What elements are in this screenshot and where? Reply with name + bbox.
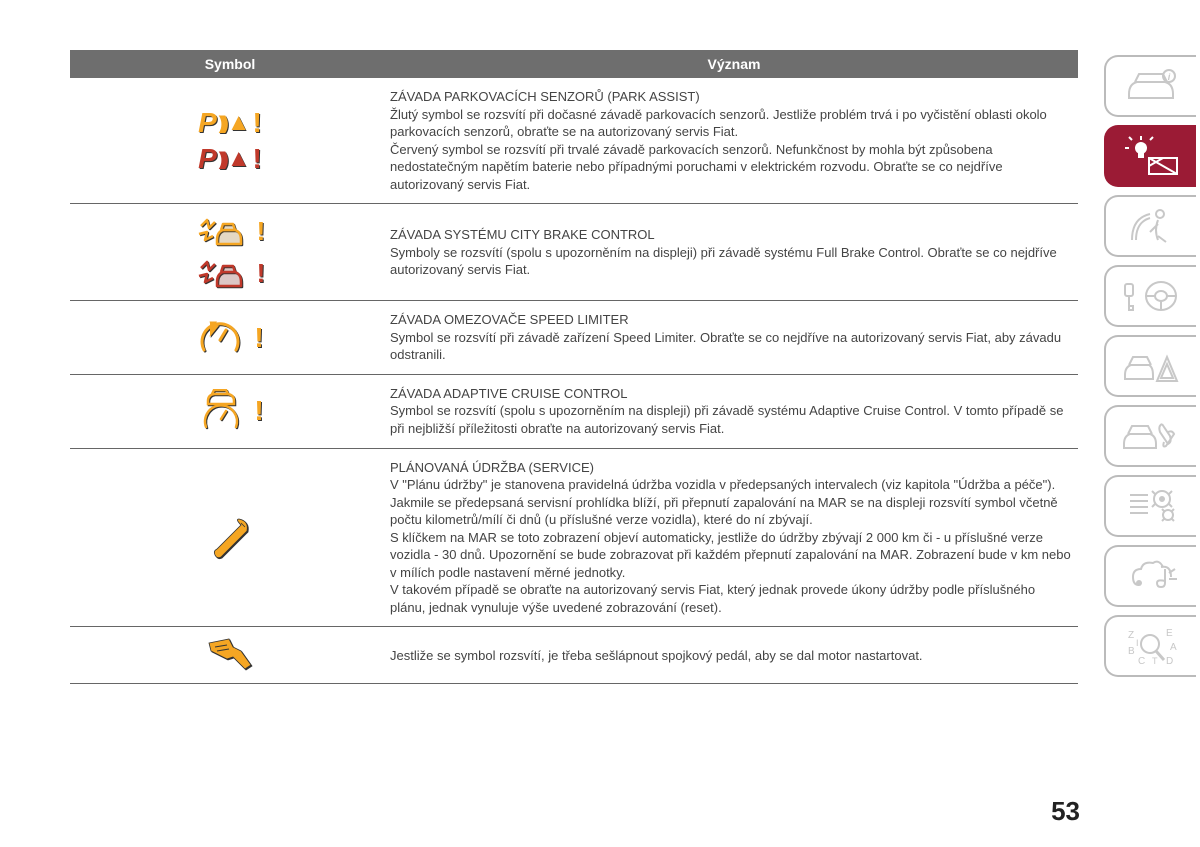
row-body: Symbol se rozsvítí (spolu s upozorněním … (390, 402, 1072, 437)
row-body: Žlutý symbol se rozsvítí při dočasné záv… (390, 106, 1072, 194)
row-title: ZÁVADA ADAPTIVE CRUISE CONTROL (390, 385, 1072, 403)
page-container: Symbol Význam P)))▲! P)))▲! ZÁVADA PARKO… (0, 0, 1200, 847)
table-row: PLÁNOVANÁ ÚDRŽBA (SERVICE)V "Plánu údržb… (70, 448, 1078, 627)
park-assist-icon: P)))▲! (198, 145, 262, 173)
symbol-cell: P)))▲! P)))▲! (70, 78, 390, 204)
sidebar-tabs: i (1098, 0, 1200, 847)
park-assist-icon: P)))▲! (198, 109, 262, 137)
specs-icon (1122, 485, 1180, 527)
tab-technical-data[interactable] (1104, 475, 1196, 537)
collision-icon: ! (195, 214, 266, 248)
svg-text:i: i (1168, 72, 1171, 82)
tab-warning-lights[interactable] (1104, 125, 1196, 187)
symbol-cell: ! ! (70, 204, 390, 301)
page-number: 53 (1051, 796, 1080, 827)
svg-text:D: D (1166, 656, 1173, 667)
table-row: ! ! ZÁVADA SYSTÉMU CITY BRAKE CONTROLSym… (70, 204, 1078, 301)
row-body: Symboly se rozsvítí (spolu s upozorněním… (390, 244, 1072, 279)
svg-text:T: T (1152, 656, 1158, 666)
multimedia-icon (1123, 555, 1179, 597)
table-header-row: Symbol Význam (70, 50, 1078, 78)
tab-vehicle-info[interactable]: i (1104, 55, 1196, 117)
tab-maintenance[interactable] (1104, 405, 1196, 467)
car-info-icon: i (1121, 66, 1181, 106)
meaning-cell: Jestliže se symbol rozsvítí, je třeba se… (390, 627, 1078, 684)
table-row: ! ZÁVADA ADAPTIVE CRUISE CONTROLSymbol s… (70, 374, 1078, 448)
tab-index[interactable]: Z B C E A D T I (1104, 615, 1196, 677)
svg-text:B: B (1128, 646, 1135, 657)
row-title: ZÁVADA SYSTÉMU CITY BRAKE CONTROL (390, 226, 1072, 244)
meaning-cell: ZÁVADA OMEZOVAČE SPEED LIMITERSymbol se … (390, 301, 1078, 375)
airbag-icon (1124, 204, 1178, 248)
collision-icon: ! (195, 256, 266, 290)
svg-text:C: C (1138, 656, 1145, 667)
row-body: V "Plánu údržby" je stanovena pravidelná… (390, 476, 1072, 616)
main-content: Symbol Význam P)))▲! P)))▲! ZÁVADA PARKO… (0, 0, 1098, 847)
meaning-cell: ZÁVADA ADAPTIVE CRUISE CONTROLSymbol se … (390, 374, 1078, 448)
symbols-table: Symbol Význam P)))▲! P)))▲! ZÁVADA PARKO… (70, 50, 1078, 684)
meaning-cell: PLÁNOVANÁ ÚDRŽBA (SERVICE)V "Plánu údržb… (390, 448, 1078, 627)
wrench-icon (205, 515, 255, 561)
clutch-pedal-icon (203, 637, 257, 673)
speed-limiter-icon: ! (196, 318, 263, 358)
meaning-cell: ZÁVADA SYSTÉMU CITY BRAKE CONTROLSymboly… (390, 204, 1078, 301)
symbol-cell: ! (70, 374, 390, 448)
table-row: ! ZÁVADA OMEZOVAČE SPEED LIMITERSymbol s… (70, 301, 1078, 375)
key-steering-icon (1121, 276, 1181, 316)
car-wrench-icon (1120, 416, 1182, 456)
tab-multimedia[interactable] (1104, 545, 1196, 607)
row-title: PLÁNOVANÁ ÚDRŽBA (SERVICE) (390, 459, 1072, 477)
header-meaning: Význam (390, 50, 1078, 78)
emergency-icon (1121, 345, 1181, 387)
adaptive-cruise-icon: ! (196, 389, 263, 433)
header-symbol: Symbol (70, 50, 390, 78)
tab-safety[interactable] (1104, 195, 1196, 257)
svg-text:I: I (1136, 638, 1139, 648)
row-title: ZÁVADA OMEZOVAČE SPEED LIMITER (390, 311, 1072, 329)
symbol-cell (70, 448, 390, 627)
table-row: Jestliže se symbol rozsvítí, je třeba se… (70, 627, 1078, 684)
warning-lights-icon (1119, 134, 1183, 178)
meaning-cell: ZÁVADA PARKOVACÍCH SENZORŮ (PARK ASSIST)… (390, 78, 1078, 204)
symbol-cell: ! (70, 301, 390, 375)
row-body: Jestliže se symbol rozsvítí, je třeba se… (390, 647, 1072, 665)
svg-text:Z: Z (1128, 630, 1134, 641)
row-body: Symbol se rozsvítí při závadě zařízení S… (390, 329, 1072, 364)
symbol-cell (70, 627, 390, 684)
table-row: P)))▲! P)))▲! ZÁVADA PARKOVACÍCH SENZORŮ… (70, 78, 1078, 204)
tab-emergency[interactable] (1104, 335, 1196, 397)
tab-starting-driving[interactable] (1104, 265, 1196, 327)
svg-text:A: A (1170, 642, 1177, 653)
row-title: ZÁVADA PARKOVACÍCH SENZORŮ (PARK ASSIST) (390, 88, 1072, 106)
index-icon: Z B C E A D T I (1122, 624, 1180, 668)
svg-text:E: E (1166, 628, 1173, 639)
